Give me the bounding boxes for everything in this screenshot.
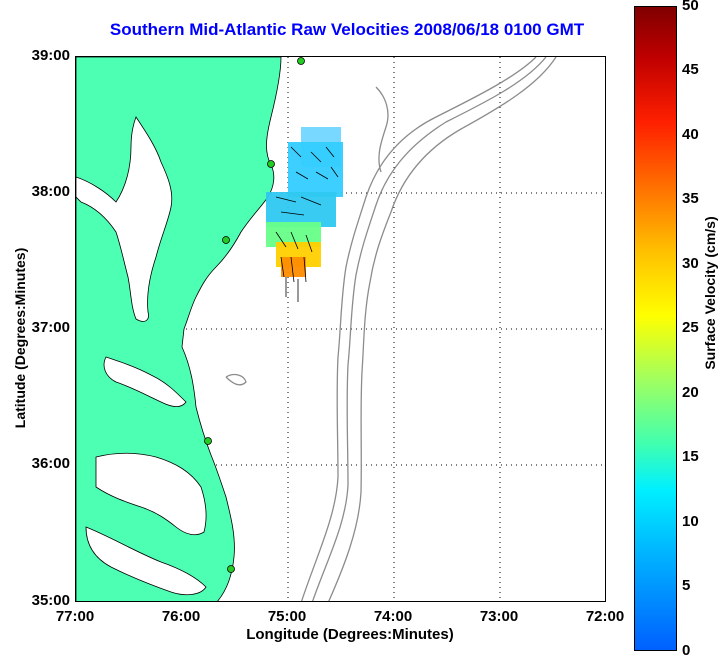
- colorbar-label: Surface Velocity (cm/s): [702, 216, 718, 370]
- colorbar-tick: 45: [682, 61, 699, 78]
- y-axis-label: Latitude (Degrees:Minutes): [12, 247, 28, 429]
- colorbar-tick: 40: [682, 126, 699, 143]
- colorbar-tick: 25: [682, 319, 699, 336]
- map-svg: [76, 57, 605, 601]
- colorbar-tick: 10: [682, 513, 699, 530]
- y-tick-label: 35:00: [31, 592, 70, 609]
- colorbar-tick: 15: [682, 448, 699, 465]
- x-tick-label: 76:00: [161, 608, 201, 625]
- x-tick-label: 77:00: [55, 608, 95, 625]
- velocity-field: [266, 127, 343, 302]
- colorbar-tick: 30: [682, 255, 699, 272]
- y-tick-label: 36:00: [31, 455, 70, 472]
- map-title: Southern Mid-Atlantic Raw Velocities 200…: [109, 20, 585, 39]
- coastline-land: [76, 57, 282, 601]
- radar-stations: [204, 57, 305, 573]
- x-axis-label: Longitude (Degrees:Minutes): [246, 626, 454, 643]
- bathymetry-contours: [225, 57, 557, 601]
- x-tick-label: 72:00: [585, 608, 625, 625]
- colorbar: [634, 6, 677, 651]
- x-tick-label: 74:00: [373, 608, 413, 625]
- colorbar-tick: 5: [682, 577, 691, 594]
- y-tick-label: 39:00: [31, 47, 70, 64]
- x-tick-label: 73:00: [479, 608, 519, 625]
- colorbar-tick: 35: [682, 190, 699, 207]
- y-tick-label: 37:00: [31, 319, 70, 336]
- x-tick-label: 75:00: [267, 608, 307, 625]
- map-plot-area[interactable]: [75, 56, 606, 602]
- colorbar-tick: 20: [682, 384, 699, 401]
- colorbar-tick: 0: [682, 642, 691, 659]
- y-tick-label: 38:00: [31, 183, 70, 200]
- colorbar-tick: 50: [682, 0, 699, 14]
